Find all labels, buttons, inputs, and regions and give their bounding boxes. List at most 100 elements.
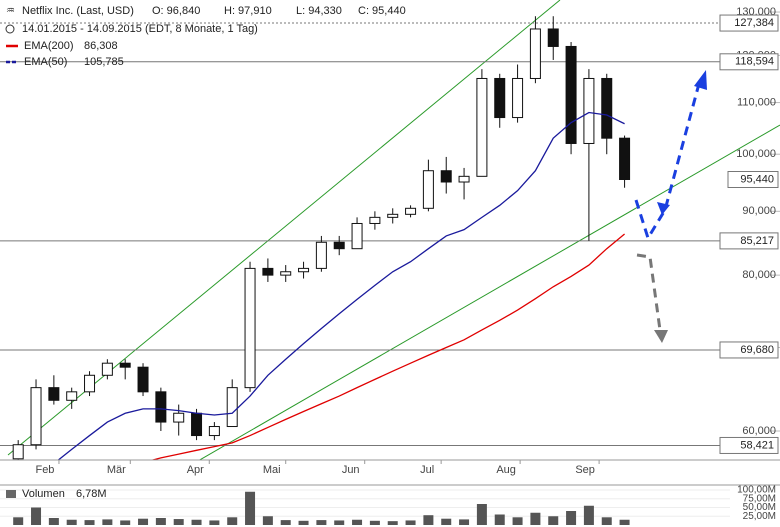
x-tick-label: Apr (187, 464, 204, 476)
volume-bar (566, 511, 577, 525)
volume-bar (459, 519, 470, 525)
volume-icon (6, 490, 16, 498)
candle-body (583, 77, 595, 144)
x-tick-label: Sep (575, 464, 595, 476)
y-tick-label: 80,000 (742, 269, 776, 281)
ema-line (57, 111, 625, 460)
candle-body (458, 175, 470, 183)
volume-bar (316, 520, 327, 525)
volume-bar (441, 518, 452, 525)
candle-body (101, 362, 113, 376)
candle-body (529, 28, 541, 79)
y-tick-label: 100,000 (736, 148, 776, 160)
volume-bar (13, 517, 24, 525)
volume-bar (601, 517, 612, 525)
volume-bar (120, 520, 131, 525)
candle-body (12, 444, 24, 460)
volume-bar (66, 519, 77, 525)
candle-body (208, 426, 220, 437)
candle-body (280, 271, 292, 276)
price-plot (0, 0, 780, 460)
trend-line (198, 124, 780, 460)
volume-bar (209, 520, 220, 525)
title: Netflix Inc. (Last, USD) (22, 5, 134, 17)
volume-bar (102, 519, 113, 525)
y-tick-label: 75,00M (743, 493, 776, 504)
level-box (719, 232, 779, 250)
y-tick-label: 25,00M (743, 511, 776, 522)
candle-body (512, 77, 524, 119)
volume-title: Volumen (22, 488, 65, 500)
volume-bar (262, 516, 273, 525)
candle-body (405, 207, 417, 215)
y-tick-label: 90,000 (742, 205, 776, 217)
volume-bar (494, 514, 505, 525)
volume-bar (530, 512, 541, 525)
level-box (719, 436, 779, 454)
bull-arrow (634, 79, 702, 242)
volume-bar (155, 518, 166, 525)
candle-body (244, 267, 256, 389)
candle-body (476, 77, 488, 177)
y-tick-label: 110,000 (737, 96, 776, 108)
arrow-head (654, 330, 668, 343)
volume-bar (619, 519, 630, 525)
volume-bar (387, 521, 398, 525)
volume-bar (405, 520, 416, 525)
y-tick-label: 60,000 (742, 425, 776, 437)
candle-body (155, 391, 167, 423)
trend-line (7, 0, 561, 456)
level-label: 85,217 (740, 235, 774, 247)
candle-body (30, 387, 42, 446)
last-price-label: 95,440 (740, 173, 774, 185)
volume-bar (512, 517, 523, 525)
volume-bar (298, 520, 309, 525)
volume-bar (423, 515, 434, 525)
volume-bar (352, 519, 363, 525)
level-label: 127,384 (734, 17, 774, 29)
y-tick-label: 50,00M (743, 502, 776, 513)
volume-bar (369, 520, 380, 525)
level-label: 69,680 (740, 344, 774, 356)
ohlc: O: 96,840 (152, 5, 200, 17)
candle-body (565, 45, 577, 144)
candle-body (119, 362, 131, 368)
legend-value: 105,785 (84, 56, 124, 68)
last-price-box (727, 171, 779, 189)
legend-name: EMA(50) (24, 56, 67, 68)
candle-body (191, 412, 203, 437)
candle-body (369, 216, 381, 224)
volume-last: 6,78M (76, 488, 107, 500)
annotations (634, 70, 707, 343)
candle-body (494, 77, 506, 119)
candle-body (315, 241, 327, 269)
ohlc: H: 97,910 (224, 5, 272, 17)
level-label: 118,594 (735, 56, 774, 68)
legend-name: EMA(200) (24, 40, 74, 52)
volume-bar (583, 505, 594, 525)
x-tick-label: Mär (107, 464, 126, 476)
level-box (719, 341, 779, 359)
candle-body (48, 387, 60, 401)
level-box (719, 53, 779, 71)
candle-body (262, 267, 274, 276)
volume-bar (191, 519, 202, 525)
x-tick-label: Aug (496, 464, 516, 476)
legend: ♒ Netflix Inc. (Last, USD) O: 96,840 H: … (5, 5, 406, 35)
volume-bar (548, 516, 559, 525)
volume-bar (245, 491, 256, 525)
x-tick-label: Mai (263, 464, 281, 476)
candle-body (440, 170, 452, 183)
candle-body (173, 412, 185, 423)
volume-bar (84, 520, 95, 525)
volume-bar (334, 520, 345, 525)
volume-bar (476, 504, 487, 525)
candle-body (66, 391, 78, 401)
bar-icon: ♒ (6, 6, 15, 17)
level-box (719, 14, 779, 32)
candle-body (351, 222, 363, 250)
bear-arrow (636, 253, 662, 331)
volume-bar (173, 519, 184, 525)
